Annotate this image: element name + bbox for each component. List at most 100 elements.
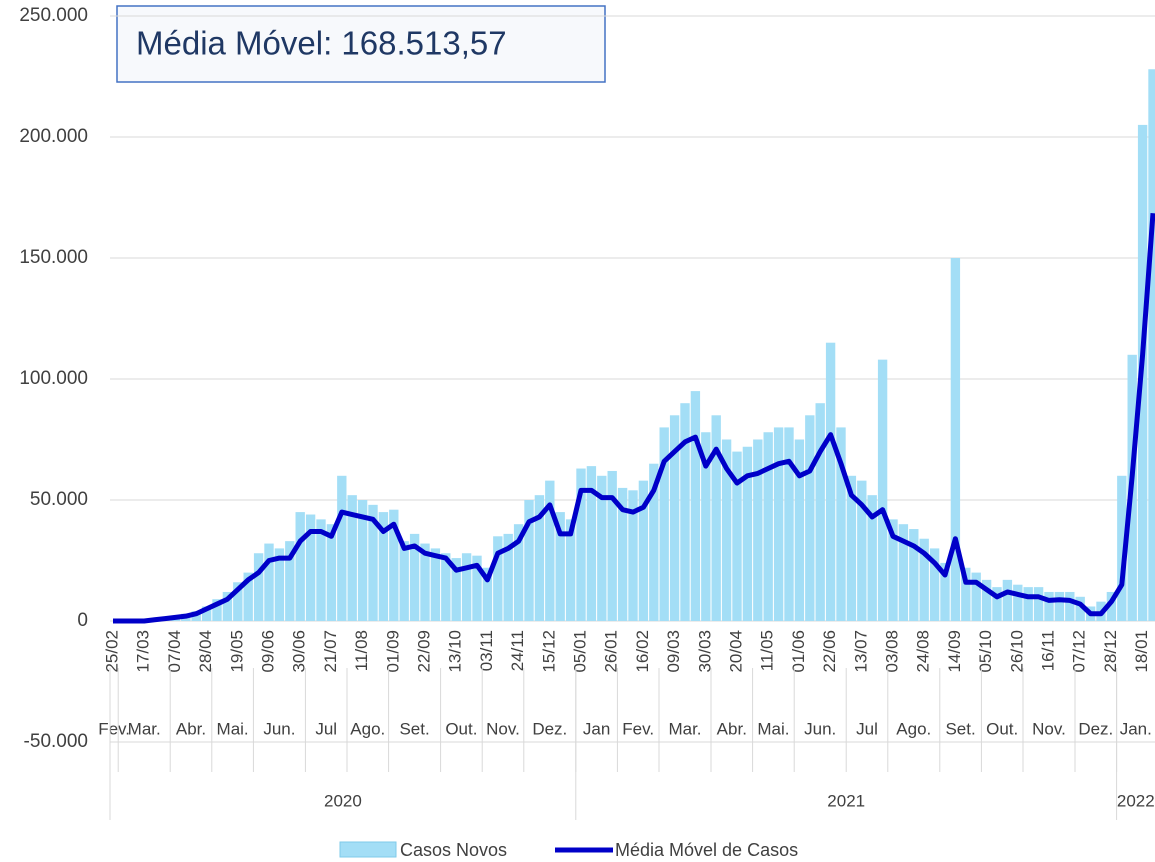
bar bbox=[316, 519, 326, 621]
x-tick-label: 24/08 bbox=[914, 630, 933, 673]
bar bbox=[669, 415, 680, 621]
bar bbox=[389, 509, 399, 621]
bar bbox=[441, 553, 451, 621]
y-tick-label: 200.000 bbox=[19, 126, 88, 147]
month-label: Nov. bbox=[1032, 719, 1066, 738]
bar bbox=[649, 463, 659, 621]
bar bbox=[430, 548, 441, 621]
bar bbox=[971, 572, 981, 621]
y-tick-label: 0 bbox=[77, 610, 88, 631]
bar bbox=[326, 524, 337, 621]
bar bbox=[347, 495, 357, 621]
bar bbox=[836, 427, 846, 621]
bar bbox=[950, 258, 961, 621]
bar bbox=[763, 432, 773, 621]
legend-swatch bbox=[339, 841, 397, 858]
bar bbox=[1148, 69, 1155, 622]
bar bbox=[295, 512, 305, 621]
month-label: Nov. bbox=[486, 719, 520, 738]
bar bbox=[1033, 587, 1044, 621]
bar bbox=[357, 500, 368, 621]
bar bbox=[461, 553, 472, 621]
x-tick-label: 25/02 bbox=[102, 630, 121, 673]
bar bbox=[545, 480, 555, 621]
line bbox=[113, 213, 1155, 624]
month-label: Ago. bbox=[896, 719, 931, 738]
year-label: 2021 bbox=[827, 791, 865, 810]
x-tick-label: 07/04 bbox=[165, 630, 184, 673]
bar bbox=[1013, 584, 1023, 621]
bar bbox=[493, 536, 503, 621]
month-label: Jan bbox=[583, 719, 610, 738]
y-tick-label: 250.000 bbox=[19, 5, 88, 26]
y-tick-label: 100.000 bbox=[19, 368, 88, 389]
x-tick-label: 21/07 bbox=[321, 630, 340, 673]
bar bbox=[1023, 587, 1033, 621]
month-label: Jul bbox=[856, 719, 878, 738]
month-label: Dez. bbox=[532, 719, 567, 738]
bar bbox=[399, 541, 409, 621]
bar bbox=[472, 555, 482, 621]
bar bbox=[940, 562, 950, 621]
bar bbox=[555, 512, 565, 621]
month-label: Out. bbox=[445, 719, 477, 738]
bar bbox=[409, 533, 420, 621]
bar bbox=[753, 439, 763, 621]
bar bbox=[909, 529, 919, 621]
month-label: Jun. bbox=[263, 719, 295, 738]
bar bbox=[1054, 591, 1065, 621]
x-tick-label: 09/06 bbox=[258, 630, 277, 673]
bar bbox=[846, 475, 857, 621]
x-tick-label: 24/11 bbox=[508, 630, 527, 671]
bar bbox=[888, 519, 898, 621]
bar bbox=[805, 415, 815, 621]
x-tick-label: 07/12 bbox=[1070, 630, 1089, 673]
plot: -50.000 0 50.000 100.000 150.000 200.000 250.0… bbox=[19, 5, 1155, 860]
bar bbox=[212, 599, 222, 621]
legend-label: Média Móvel de Casos bbox=[615, 840, 798, 860]
bar bbox=[690, 391, 701, 621]
month-label: Dez. bbox=[1078, 719, 1113, 738]
bar bbox=[701, 432, 711, 621]
x-tick-label: 05/01 bbox=[570, 630, 589, 673]
x-tick-label: 03/08 bbox=[882, 630, 901, 673]
x-tick-label: 22/06 bbox=[820, 630, 839, 673]
month-label: Fev. bbox=[622, 719, 654, 738]
bar bbox=[513, 524, 524, 621]
x-tick-label: 18/01 bbox=[1132, 630, 1151, 673]
bar bbox=[201, 606, 212, 621]
bar bbox=[524, 500, 534, 621]
month-label: Mai. bbox=[757, 719, 789, 738]
bar bbox=[233, 582, 243, 621]
x-tick-label: 11/05 bbox=[758, 630, 777, 671]
bar bbox=[825, 342, 836, 621]
year-label: 2022 bbox=[1117, 791, 1155, 810]
month-label: Set. bbox=[945, 719, 975, 738]
bar bbox=[597, 475, 607, 621]
y-tick-label: 50.000 bbox=[30, 489, 88, 510]
x-tick-label: 16/02 bbox=[633, 630, 652, 673]
bar bbox=[721, 439, 732, 621]
y-tick-label: 150.000 bbox=[19, 247, 88, 268]
bar bbox=[534, 495, 545, 621]
bar bbox=[378, 512, 389, 621]
bar bbox=[222, 591, 233, 621]
bar bbox=[898, 524, 909, 621]
x-tick-label: 14/09 bbox=[945, 630, 964, 673]
bar bbox=[680, 403, 690, 621]
x-tick-label: 05/10 bbox=[976, 630, 995, 673]
month-label: Out. bbox=[986, 719, 1018, 738]
month-label: Jun. bbox=[804, 719, 836, 738]
bar bbox=[243, 572, 253, 621]
x-tick-label: 15/12 bbox=[539, 630, 558, 673]
bar bbox=[482, 567, 493, 621]
month-label: Mar. bbox=[668, 719, 701, 738]
bar bbox=[1106, 591, 1117, 621]
month-label: Jul bbox=[315, 719, 337, 738]
bar bbox=[961, 567, 971, 621]
x-tick-label: 28/12 bbox=[1101, 630, 1120, 673]
bar bbox=[1002, 579, 1013, 621]
x-tick-label: 30/03 bbox=[695, 630, 714, 673]
x-tick-label: 17/03 bbox=[134, 630, 153, 673]
